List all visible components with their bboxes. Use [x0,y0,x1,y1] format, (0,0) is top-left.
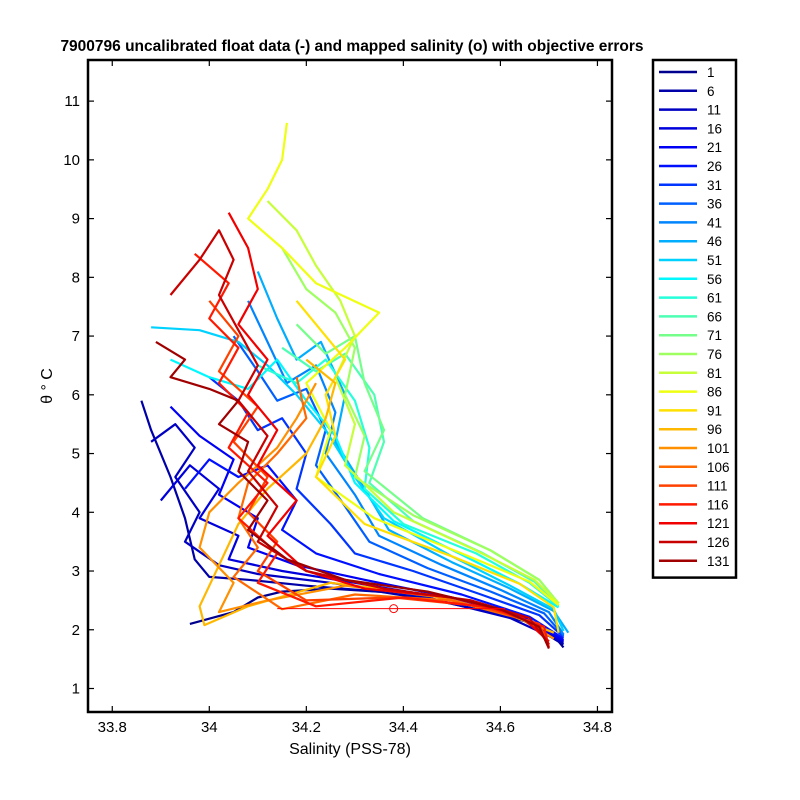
y-tick-label: 2 [72,622,80,639]
series-line-81 [266,200,560,605]
legend-label-76: 76 [707,347,722,362]
legend-label-91: 91 [707,403,722,418]
series-line-116 [193,252,550,648]
series-line-86 [247,122,560,606]
y-tick-label: 4 [72,504,80,521]
x-axis: 33.8 34 34.2 34.4 34.6 34.8 [98,60,612,736]
legend-label-6: 6 [707,84,715,99]
y-tick-label: 3 [72,563,80,580]
legend-label-121: 121 [707,516,730,531]
y-axis: 1 2 3 4 5 6 7 8 9 10 11 [63,93,612,698]
legend-label-16: 16 [707,121,722,136]
y-tick-label: 6 [72,387,80,404]
legend-label-31: 31 [707,178,722,193]
chart-title: 7900796 uncalibrated float data (-) and … [60,38,643,55]
legend-label-61: 61 [707,291,722,306]
x-tick-label: 34.4 [389,719,418,736]
legend-label-56: 56 [707,272,722,287]
y-tick-label: 8 [72,269,80,286]
legend-label-111: 111 [707,479,728,494]
legend-label-86: 86 [707,385,722,400]
x-tick-label: 33.8 [98,719,127,736]
legend-label-131: 131 [707,554,730,569]
series-line-131 [155,340,550,650]
legend-label-46: 46 [707,234,722,249]
legend-label-101: 101 [707,441,730,456]
legend-label-126: 126 [707,535,730,550]
series-line-36 [232,335,565,637]
x-tick-label: 34.2 [292,719,321,736]
y-tick-label: 9 [72,211,80,228]
mapped-salinity-point [389,604,399,614]
legend-label-26: 26 [707,159,722,174]
legend-label-11: 11 [707,103,721,118]
legend-label-1: 1 [707,65,715,80]
legend-label-71: 71 [707,328,722,343]
x-tick-label: 34.8 [583,719,612,736]
series-line-126 [169,229,550,646]
y-tick-label: 1 [72,681,80,698]
series-line-31 [208,376,565,638]
plot-frame [86,58,614,714]
legend-label-116: 116 [707,497,729,512]
series-line-46 [256,271,570,634]
legend-label-66: 66 [707,309,722,324]
legend-label-51: 51 [707,253,722,268]
legend-label-106: 106 [707,460,730,475]
legend-label-96: 96 [707,422,722,437]
legend-label-81: 81 [707,366,722,381]
x-axis-label: Salinity (PSS-78) [289,741,411,758]
y-tick-label: 5 [72,446,80,463]
y-axis-label: θ ° C [39,368,56,404]
series-line-71 [295,323,560,605]
series-line-91 [295,300,560,633]
legend: 1611162126313641465156616671768186919610… [651,58,738,579]
legend-label-41: 41 [707,215,722,230]
y-tick-label: 11 [64,93,80,110]
plot-area [140,122,570,650]
legend-label-21: 21 [707,140,722,155]
y-tick-label: 7 [72,328,80,345]
x-tick-label: 34 [201,719,218,736]
x-tick-label: 34.6 [486,719,515,736]
legend-label-36: 36 [707,197,722,212]
series-line-26 [184,458,565,640]
y-tick-label: 10 [63,152,80,169]
series-line-76 [281,247,560,605]
